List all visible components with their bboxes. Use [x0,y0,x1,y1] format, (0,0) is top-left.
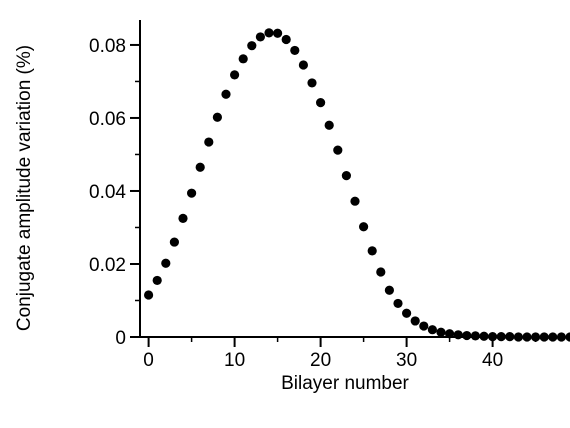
data-point [144,290,154,300]
data-point [212,112,222,122]
data-point [324,120,334,130]
y-tick-label: 0.04 [89,182,126,203]
data-point [152,275,162,286]
x-tick-label: 40 [482,350,503,371]
data-point [281,34,291,45]
data-point [247,41,257,51]
data-point [359,222,369,232]
data-point [273,28,283,38]
data-point [531,332,541,342]
data-point [548,332,558,342]
x-axis-title: Bilayer number [281,373,409,394]
data-point [307,78,317,88]
data-point [255,32,265,42]
data-point [419,321,429,331]
x-tick-label: 20 [310,350,331,371]
data-point [384,285,394,295]
data-point [204,137,214,147]
data-point [195,162,205,172]
x-tick-label: 30 [396,350,417,371]
data-points [144,28,570,342]
data-point [341,171,351,181]
y-tick-label: 0 [115,328,126,349]
data-point [161,258,171,268]
y-tick-label: 0.06 [89,109,126,130]
data-point [436,327,446,337]
data-point [462,330,472,341]
data-point [169,237,179,247]
data-point [376,267,386,277]
data-point [556,332,567,342]
data-point [402,308,412,318]
data-point [264,28,274,38]
data-point [453,330,463,340]
x-tick-label: 0 [143,350,154,371]
data-point [522,332,532,342]
data-point [513,332,524,342]
data-point [496,332,506,342]
data-point [427,325,437,335]
x-tick-label: 10 [224,350,245,371]
data-point [230,70,240,80]
y-axis-title: Conjugate amplitude variation (%) [14,45,35,331]
data-point [367,246,377,256]
data-point [238,54,248,64]
data-point [298,60,308,70]
data-point [221,89,231,99]
data-point [479,331,489,341]
y-tick-label: 0.08 [89,36,126,57]
x-axis-ticks: 0 10 20 30 40 [143,337,537,371]
data-point [316,98,326,108]
y-axis-ticks: 0 0.02 0.04 0.06 0.08 [89,36,140,349]
data-point [333,145,343,155]
data-point [539,332,549,342]
data-point [187,188,197,198]
data-point [410,316,420,326]
data-point [350,196,360,206]
data-point [488,332,498,342]
data-point [445,329,455,339]
y-tick-label: 0.02 [89,255,126,276]
data-point [178,213,188,223]
data-point [505,332,515,342]
data-point [470,331,480,341]
data-point [393,298,403,309]
data-point [565,332,570,342]
data-point [290,45,300,56]
